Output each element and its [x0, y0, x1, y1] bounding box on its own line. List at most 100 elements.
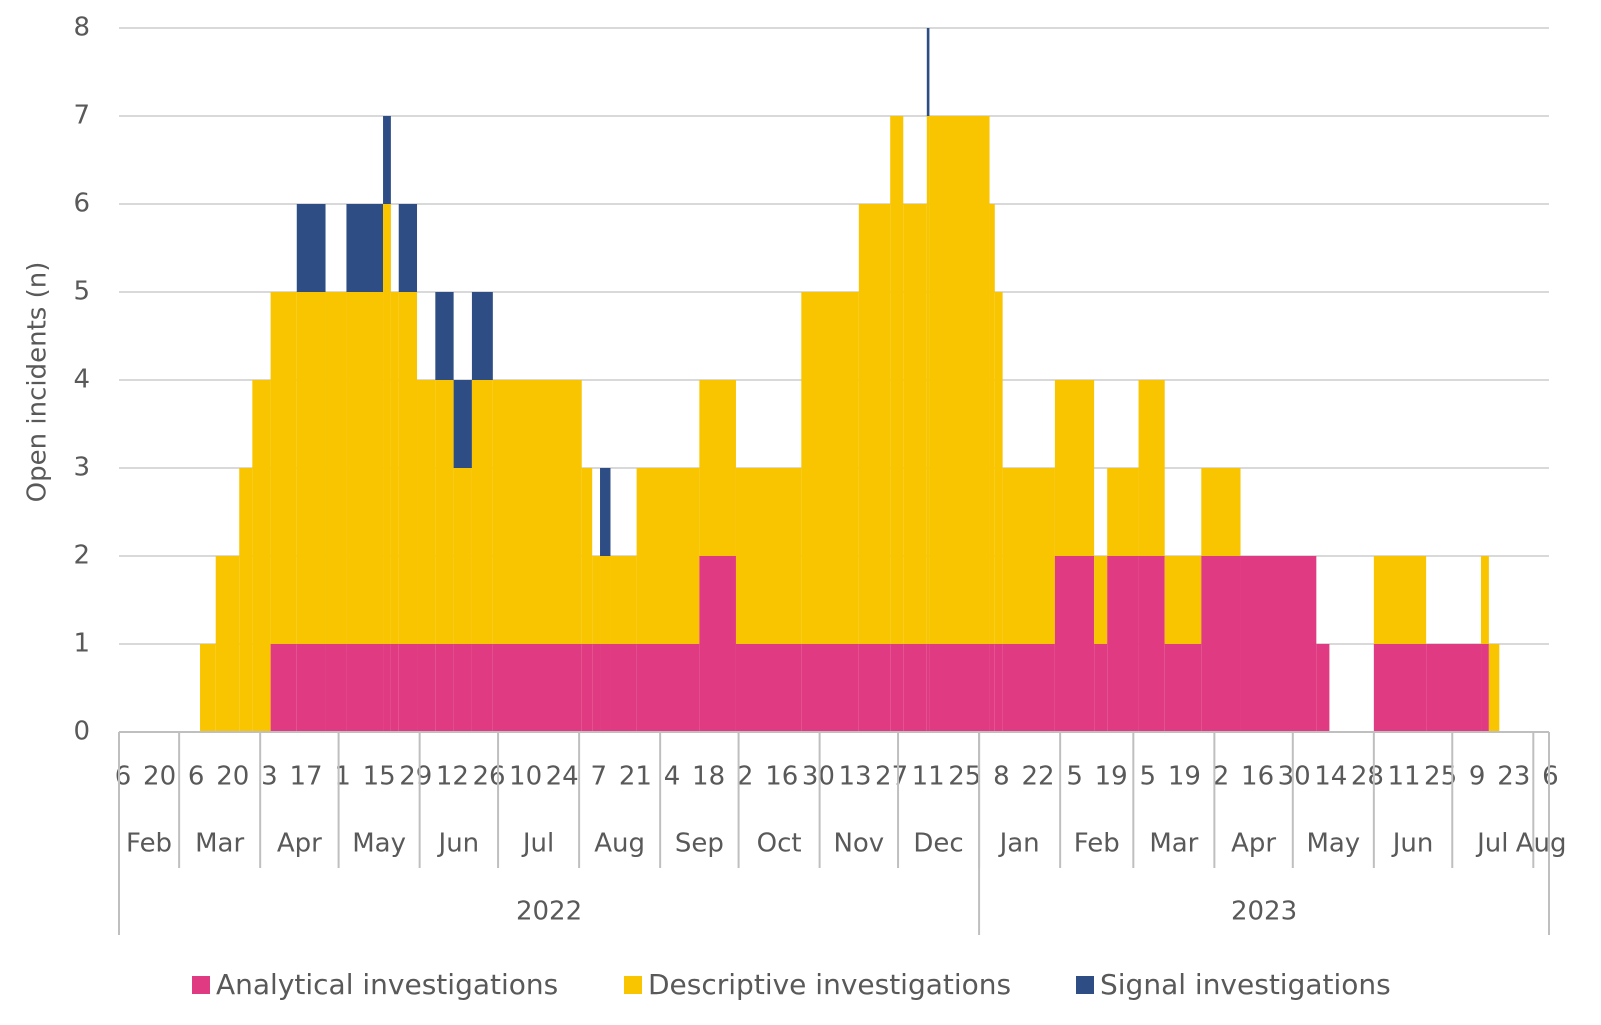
month-label: Jun: [1391, 829, 1434, 859]
step-segment: [215, 556, 240, 732]
step-segment: [994, 644, 1003, 732]
step-segment: [453, 644, 472, 732]
x-tick-label: 6: [188, 762, 205, 792]
x-tick-label: 11: [1387, 762, 1420, 792]
x-tick-label: 5: [1140, 762, 1157, 792]
x-tick-label: 3: [261, 762, 278, 792]
step-segment: [1002, 468, 1055, 644]
x-tick-label: 17: [289, 762, 322, 792]
step-segment: [600, 468, 611, 556]
step-segment: [1138, 380, 1165, 556]
step-segment: [610, 556, 637, 644]
legend-swatch: [624, 976, 642, 994]
legend-swatch: [1076, 976, 1094, 994]
step-segment: [1488, 644, 1500, 732]
step-segment: [890, 116, 904, 644]
x-tick-label: 16: [765, 762, 798, 792]
step-segment: [252, 380, 271, 732]
x-tick-label: 2: [737, 762, 754, 792]
x-tick-label: 28: [1351, 762, 1384, 792]
x-tick-label: 21: [619, 762, 652, 792]
step-segment: [1107, 556, 1139, 732]
step-segment: [296, 644, 326, 732]
step-segment: [926, 116, 930, 644]
step-segment: [636, 468, 700, 644]
month-label: Apr: [277, 829, 322, 859]
month-label: Jul: [521, 829, 554, 859]
x-tick-label: 27: [875, 762, 908, 792]
y-tick-label: 5: [73, 277, 90, 307]
step-segment: [239, 468, 253, 732]
y-tick-label: 7: [73, 101, 90, 131]
y-tick-label: 1: [73, 629, 90, 659]
month-label: Feb: [126, 829, 172, 859]
step-segment: [417, 380, 436, 644]
month-label: Mar: [195, 829, 244, 859]
step-segment: [296, 292, 326, 644]
x-tick-label: 11: [912, 762, 945, 792]
step-segment: [1426, 644, 1482, 732]
step-segment: [1094, 644, 1108, 732]
y-tick-label: 0: [73, 717, 90, 747]
step-segment: [699, 380, 736, 556]
x-tick-label: 2: [1213, 762, 1230, 792]
step-segment: [435, 380, 454, 644]
step-segment: [1201, 468, 1241, 556]
step-segment: [581, 468, 593, 644]
x-tick-label: 25: [948, 762, 981, 792]
step-segment: [994, 292, 1003, 644]
step-segment: [1054, 380, 1095, 556]
step-segment: [200, 644, 216, 732]
step-segment: [390, 292, 399, 644]
step-segment: [801, 644, 859, 732]
step-segment: [1240, 556, 1317, 732]
step-segment: [1373, 644, 1427, 732]
step-segment: [903, 204, 927, 644]
year-label: 2022: [516, 897, 582, 927]
x-tick-label: 20: [216, 762, 249, 792]
legend-swatch: [192, 976, 210, 994]
step-segment: [735, 644, 802, 732]
y-tick-label: 2: [73, 541, 90, 571]
step-segment: [435, 292, 454, 380]
y-tick-label: 4: [73, 365, 90, 395]
step-segment: [453, 468, 472, 644]
step-segment: [417, 644, 436, 732]
step-segment: [581, 644, 593, 732]
y-tick-label: 6: [73, 189, 90, 219]
x-tick-label: 8: [993, 762, 1010, 792]
x-tick-label: 16: [1241, 762, 1274, 792]
step-segment: [325, 644, 347, 732]
x-tick-label: 10: [509, 762, 542, 792]
x-tick-label: 22: [1021, 762, 1054, 792]
y-tick-label: 3: [73, 453, 90, 483]
step-segment: [383, 116, 391, 204]
step-segment: [435, 644, 454, 732]
step-segment: [1054, 556, 1095, 732]
step-segment: [270, 292, 297, 644]
x-tick-label: 4: [664, 762, 681, 792]
step-segment: [1164, 556, 1202, 644]
month-label: Feb: [1074, 829, 1120, 859]
x-tick-label: 19: [1095, 762, 1128, 792]
step-segment: [383, 644, 391, 732]
step-segment: [398, 204, 418, 292]
step-segment: [600, 556, 611, 644]
month-label: Oct: [757, 829, 802, 859]
step-segment: [1138, 556, 1165, 732]
step-segment: [398, 644, 418, 732]
step-segment: [1316, 644, 1330, 732]
step-segment: [1201, 556, 1241, 732]
x-tick-label: 7: [591, 762, 608, 792]
month-label: Jan: [998, 829, 1040, 859]
month-label: Jun: [437, 829, 480, 859]
step-segment: [592, 644, 601, 732]
step-segment: [929, 644, 990, 732]
step-segment: [1094, 556, 1108, 644]
legend-label: Descriptive investigations: [648, 968, 1011, 1001]
month-label: May: [352, 829, 406, 859]
step-segment: [346, 292, 384, 644]
x-tick-label: 19: [1168, 762, 1201, 792]
step-segment: [926, 28, 930, 116]
